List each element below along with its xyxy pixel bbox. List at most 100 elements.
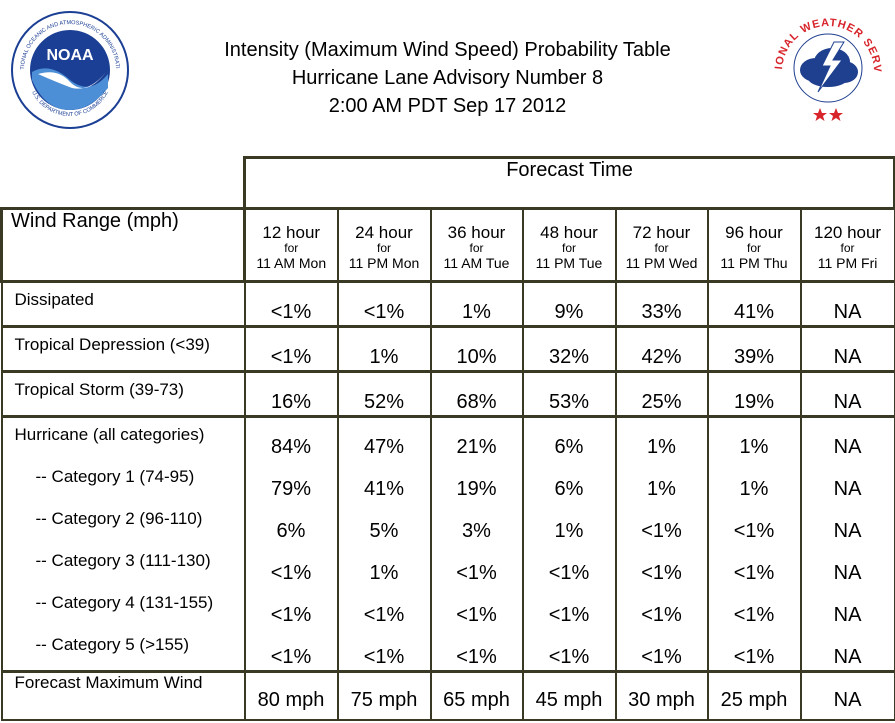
table-cell: 1% <box>336 325 432 373</box>
column-header: 120 hour for 11 PM Fri <box>799 207 895 283</box>
hurricane-labels-cell: Hurricane (all categories) -- Category 1 … <box>0 415 246 673</box>
cell-value: 21% <box>456 436 497 458</box>
table-cell: 68% <box>429 370 524 418</box>
cell-value: 47% <box>363 436 405 458</box>
hurricane-values-cell: 1% 1% <1% <1% <1% <1% <box>706 415 802 673</box>
hurricane-values-cell: 47% 41% 5% 1% <1% <1% <box>336 415 432 673</box>
page-header: NOAA NATIONAL OCEANIC AND ATMOSPHERIC AD… <box>0 0 895 150</box>
hurricane-row-label: -- Category 1 (74-95) <box>35 467 195 486</box>
cell-value: 10% <box>456 346 497 368</box>
cell-value: <1% <box>270 646 312 668</box>
cell-value: NA <box>833 391 862 413</box>
cell-value: 6% <box>276 520 306 542</box>
column-header: 48 hour for 11 PM Tue <box>521 207 617 283</box>
cell-value: <1% <box>456 646 497 668</box>
table-cell: 39% <box>706 325 802 373</box>
column-hours: 96 hour <box>725 223 783 242</box>
cell-value: 80 mph <box>257 689 325 711</box>
row-label-cell: Dissipated <box>0 280 246 328</box>
cell-value: NA <box>833 604 862 626</box>
row-label-cell: Tropical Storm (39-73) <box>0 370 246 418</box>
column-header: 36 hour for 11 AM Tue <box>429 207 524 283</box>
column-hours: 12 hour <box>262 223 321 242</box>
forecast-max-wind-cell: 25 mph <box>706 670 802 721</box>
forecast-max-wind-cell: NA <box>799 670 895 721</box>
hurricane-row-label: -- Category 5 (>155) <box>35 635 190 654</box>
table-cell: NA <box>799 280 895 328</box>
column-for: for <box>561 241 576 255</box>
column-hours: 24 hour <box>355 223 413 242</box>
row-label: Tropical Storm (39-73) <box>14 380 184 399</box>
table-cell: NA <box>799 325 895 373</box>
cell-value: 1% <box>739 436 769 458</box>
column-for: for <box>746 241 761 255</box>
cell-value: 6% <box>554 478 584 500</box>
cell-value: <1% <box>641 604 682 626</box>
row-label: Tropical Depression (<39) <box>14 335 210 354</box>
cell-value: <1% <box>456 562 497 584</box>
cell-value: 16% <box>270 391 312 413</box>
hurricane-row-label: Hurricane (all categories) <box>14 425 205 444</box>
cell-value: <1% <box>733 646 775 668</box>
cell-value: 42% <box>641 346 682 368</box>
cell-value: NA <box>833 520 862 542</box>
table-corner <box>2 158 245 209</box>
column-valid-time: 11 AM Mon <box>256 255 327 271</box>
cell-value: 39% <box>733 346 775 368</box>
cell-value: <1% <box>733 604 775 626</box>
cell-value: <1% <box>641 646 682 668</box>
column-header: 12 hour for 11 AM Mon <box>243 207 339 283</box>
table-cell: 25% <box>614 370 709 418</box>
forecast-max-wind-row: Forecast Maximum Wind 80 mph 75 mph 65 mph 4… <box>0 670 895 721</box>
cell-value: 9% <box>554 301 584 323</box>
cell-value: 1% <box>647 478 676 500</box>
title-line-3: 2:00 AM PDT Sep 17 2012 <box>328 95 567 117</box>
forecast-max-wind-cell: 75 mph <box>336 670 432 721</box>
column-for: for <box>469 241 484 255</box>
cell-value: 1% <box>369 562 399 584</box>
table-row: Tropical Depression (<39) <1% 1% 10% 32% 42% 3… <box>0 325 895 373</box>
cell-value: NA <box>833 478 862 500</box>
cell-value: 84% <box>270 436 312 458</box>
column-hours: 72 hour <box>632 223 691 242</box>
cell-value: 79% <box>270 478 312 500</box>
forecast-max-wind-cell: 45 mph <box>521 670 617 721</box>
table-cell: 9% <box>521 280 617 328</box>
hurricane-values-cell: 6% 6% 1% <1% <1% <1% <box>521 415 617 673</box>
column-for: for <box>654 241 669 255</box>
table-row: Dissipated <1% <1% 1% 9% 33% 41% NA <box>0 280 895 328</box>
table-cell: <1% <box>243 280 339 328</box>
cell-value: <1% <box>270 562 312 584</box>
cell-value: 1% <box>554 520 584 542</box>
cell-value: NA <box>833 689 862 711</box>
forecast-time-header: Forecast Time <box>242 156 895 210</box>
hurricane-values-cell: 1% 1% <1% <1% <1% <1% <box>614 415 709 673</box>
cell-value: NA <box>833 346 862 368</box>
cell-value: <1% <box>641 562 682 584</box>
cell-value: 41% <box>363 478 405 500</box>
cell-value: <1% <box>363 301 405 323</box>
cell-value: 33% <box>641 301 682 323</box>
cell-value: <1% <box>548 562 590 584</box>
cell-value: 53% <box>548 391 590 413</box>
noaa-logo-icon: NOAA NATIONAL OCEANIC AND ATMOSPHERIC AD… <box>10 10 129 129</box>
cell-value: 45 mph <box>535 689 603 711</box>
cell-value: <1% <box>270 604 312 626</box>
cell-value: NA <box>833 646 862 668</box>
table-cell: 1% <box>429 280 524 328</box>
hurricane-values-cell: NA NA NA NA NA NA <box>799 415 895 673</box>
hurricane-row-label: -- Category 3 (111-130) <box>35 551 211 570</box>
cell-value: 19% <box>456 478 497 500</box>
table-cell: 41% <box>706 280 802 328</box>
row-label-cell: Tropical Depression (<39) <box>0 325 246 373</box>
table-cell: 32% <box>521 325 617 373</box>
column-valid-time: 11 PM Thu <box>720 255 788 271</box>
hurricane-values-cell: 21% 19% 3% <1% <1% <1% <box>429 415 524 673</box>
hurricane-group-row: Hurricane (all categories) -- Category 1 … <box>0 415 895 673</box>
table-cell: 19% <box>706 370 802 418</box>
cell-value: 68% <box>456 391 497 413</box>
column-for: for <box>284 241 299 255</box>
cell-value: <1% <box>363 604 405 626</box>
table-cell: 53% <box>521 370 617 418</box>
cell-value: 1% <box>462 301 491 323</box>
